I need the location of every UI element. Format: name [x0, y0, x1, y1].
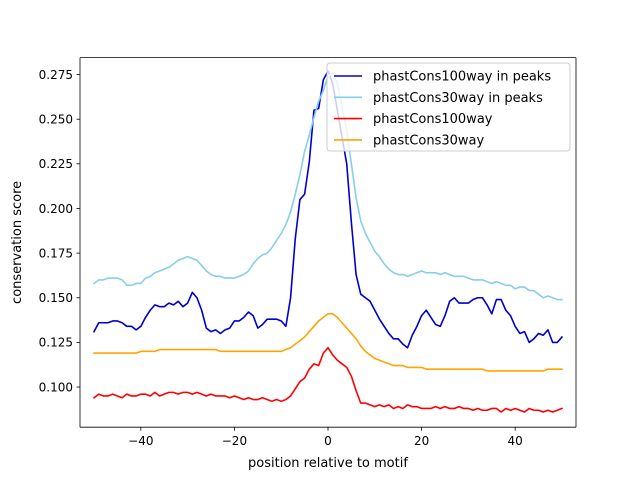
x-tick-label: −40	[128, 434, 153, 448]
y-tick-label: 0.250	[39, 113, 73, 127]
x-axis-label: position relative to motif	[248, 456, 408, 471]
y-tick-label: 0.225	[39, 157, 73, 171]
x-tick-label: 0	[324, 434, 332, 448]
y-tick-label: 0.125	[39, 336, 73, 350]
y-tick-label: 0.275	[39, 68, 73, 82]
legend-box	[326, 62, 571, 152]
legend: phastCons100way in peaks phastCons30way i…	[326, 62, 571, 152]
legend-label-2: phastCons100way	[373, 112, 493, 127]
legend-entries: phastCons100way in peaks phastCons30way i…	[334, 70, 551, 148]
y-tick-label: 0.175	[39, 246, 73, 260]
y-axis-ticks: 0.100 0.125 0.150 0.175 0.200 0.225 0.250 0.275	[39, 68, 80, 394]
x-tick-label: 40	[508, 434, 523, 448]
x-tick-label: −20	[222, 434, 247, 448]
y-tick-label: 0.150	[39, 291, 73, 305]
x-axis-ticks: −40 −20 0 20 40	[128, 427, 523, 448]
y-axis-label: conservation score	[10, 181, 25, 304]
y-tick-label: 0.100	[39, 380, 73, 394]
x-tick-label: 20	[414, 434, 429, 448]
series-line-3	[93, 313, 563, 372]
legend-label-1: phastCons30way in peaks	[373, 91, 543, 106]
legend-label-3: phastCons30way	[373, 133, 485, 148]
series-line-2	[92, 346, 563, 413]
legend-label-0: phastCons100way in peaks	[373, 70, 551, 85]
y-tick-label: 0.200	[39, 202, 73, 216]
